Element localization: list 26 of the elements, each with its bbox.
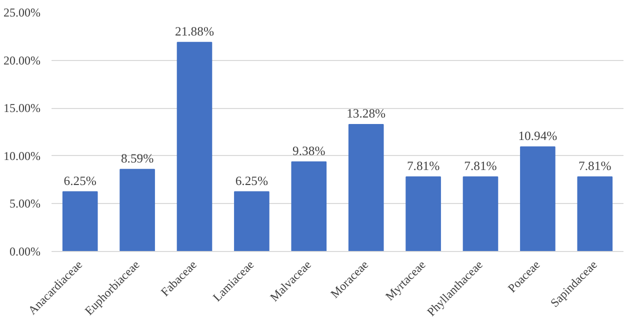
bar bbox=[62, 191, 98, 252]
y-tick-label: 15.00% bbox=[4, 101, 41, 116]
data-label: 6.25% bbox=[64, 174, 97, 188]
data-label: 7.81% bbox=[464, 158, 498, 173]
data-label: 21.88% bbox=[174, 24, 214, 38]
bar bbox=[176, 42, 212, 252]
bar bbox=[577, 176, 613, 252]
bar bbox=[234, 191, 270, 252]
data-label: 7.81% bbox=[578, 158, 612, 173]
data-label: 13.28% bbox=[346, 106, 386, 121]
data-label: 9.38% bbox=[292, 144, 326, 158]
y-tick-label: 25.00% bbox=[4, 6, 41, 20]
y-tick-label: 5.00% bbox=[10, 196, 41, 211]
bar bbox=[120, 168, 155, 252]
y-tick-label: 10.00% bbox=[4, 148, 41, 163]
data-label: 10.94% bbox=[518, 128, 558, 143]
data-label: 8.59% bbox=[120, 151, 154, 166]
y-tick-label: 0.00% bbox=[10, 244, 41, 258]
y-tick-label: 20.00% bbox=[4, 53, 41, 68]
bar bbox=[462, 176, 498, 252]
bar bbox=[291, 161, 327, 252]
bar bbox=[406, 176, 441, 252]
bar bbox=[520, 146, 556, 252]
bar bbox=[348, 124, 384, 252]
data-label: 7.81% bbox=[406, 158, 440, 173]
data-label: 6.25% bbox=[235, 174, 269, 188]
